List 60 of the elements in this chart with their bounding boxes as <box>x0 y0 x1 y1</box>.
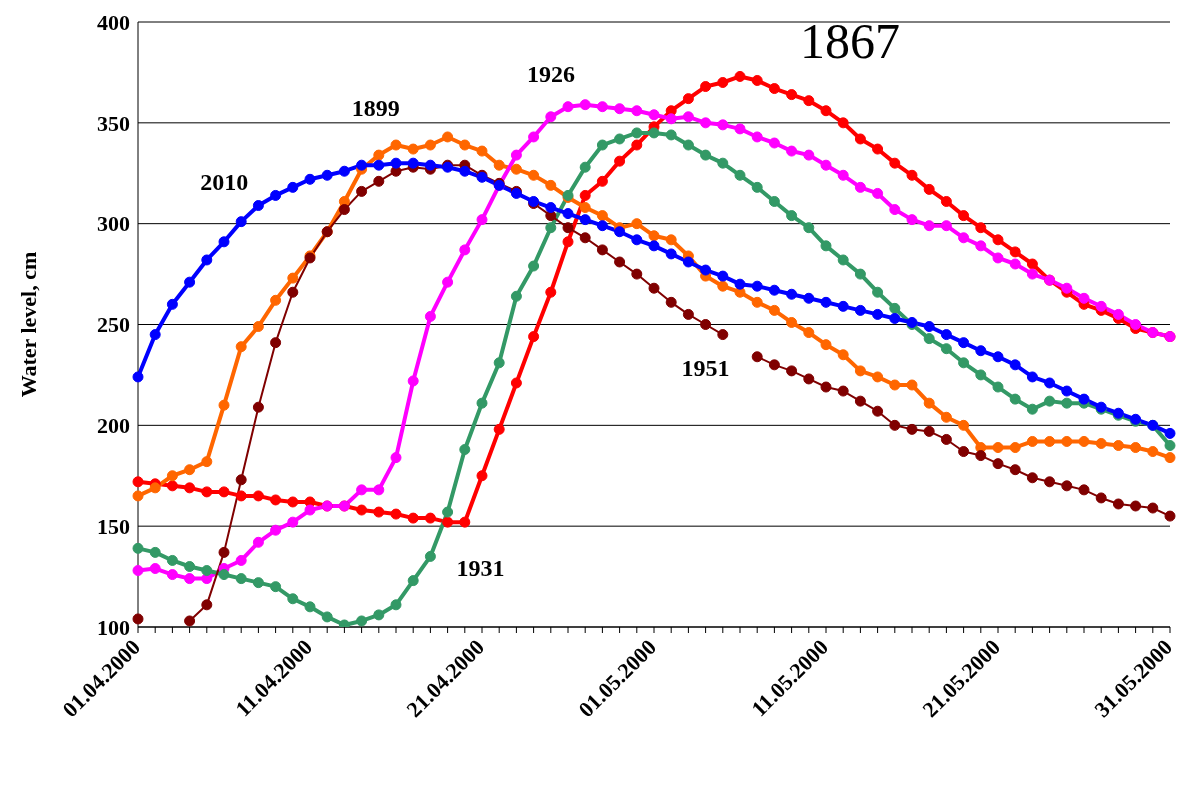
series-label: 1867 <box>800 12 900 69</box>
point <box>579 232 591 244</box>
point <box>1112 498 1124 510</box>
point <box>1095 492 1107 504</box>
point <box>218 546 230 558</box>
point <box>287 286 299 298</box>
point <box>1044 476 1056 488</box>
point <box>717 329 729 341</box>
point <box>803 373 815 385</box>
point <box>1061 480 1073 492</box>
point <box>665 296 677 308</box>
point <box>648 282 660 294</box>
y-tick-label: 100 <box>97 614 130 640</box>
point <box>872 405 884 417</box>
y-tick-label: 200 <box>97 413 130 439</box>
point <box>854 395 866 407</box>
point <box>356 185 368 197</box>
point <box>992 458 1004 470</box>
point <box>596 244 608 256</box>
point <box>1130 500 1142 512</box>
y-tick-label: 300 <box>97 211 130 237</box>
point <box>768 359 780 371</box>
point <box>923 425 935 437</box>
series-label: 1926 <box>527 61 575 88</box>
y-tick-label: 150 <box>97 513 130 539</box>
series-label: 1951 <box>681 355 730 382</box>
point <box>235 474 247 486</box>
point <box>958 446 970 458</box>
point <box>682 308 694 320</box>
point <box>940 433 952 445</box>
point <box>786 365 798 377</box>
point <box>1026 472 1038 484</box>
point <box>1078 484 1090 496</box>
point <box>1164 510 1176 522</box>
series-label: 1931 <box>456 554 505 581</box>
point <box>184 615 196 627</box>
point <box>631 268 643 280</box>
point <box>201 599 213 611</box>
series-label: 2010 <box>200 169 249 196</box>
point <box>906 423 918 435</box>
point <box>338 204 350 216</box>
point <box>614 256 626 268</box>
point <box>820 381 832 393</box>
point <box>975 450 987 462</box>
y-tick-label: 350 <box>97 110 130 136</box>
point <box>1147 502 1159 514</box>
point <box>132 613 144 625</box>
point <box>700 319 712 330</box>
point <box>751 351 763 363</box>
point <box>562 222 574 234</box>
y-axis-title: Water level, cm <box>15 251 41 398</box>
point <box>252 401 264 413</box>
point <box>270 337 282 349</box>
y-tick-label: 250 <box>97 312 130 338</box>
series-label: 1899 <box>351 94 400 121</box>
point <box>1009 464 1021 476</box>
point <box>837 385 849 397</box>
y-tick-label: 400 <box>97 9 130 35</box>
point <box>373 175 385 187</box>
point <box>889 419 901 431</box>
